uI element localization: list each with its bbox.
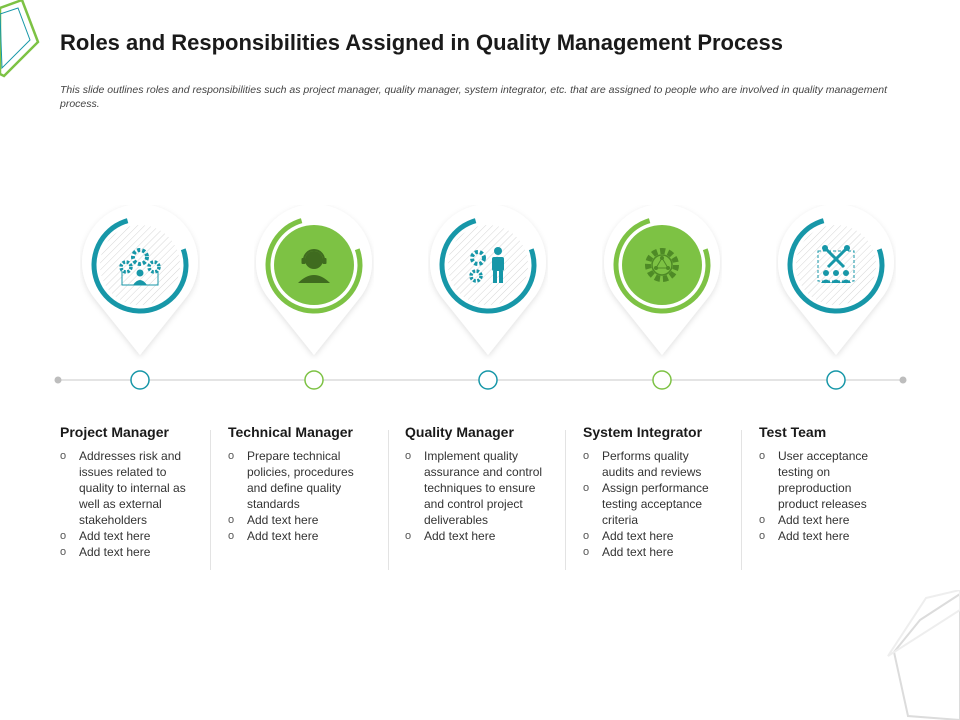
role-title: Quality Manager (405, 424, 514, 440)
column-divider (210, 430, 211, 570)
list-item: o Add text here (60, 545, 151, 559)
list-item: o Add text here (759, 529, 850, 543)
role-column-project-manager: Project Manager o Addresses risk and issu… (60, 424, 220, 560)
role-pin-1 (80, 205, 200, 360)
timeline-end-dot-right (899, 376, 907, 384)
list-item: o Performs quality audits and reviews (583, 449, 702, 479)
timeline-marker-2 (304, 370, 324, 390)
list-item: o Add text here (583, 545, 674, 559)
role-column-system-integrator: System Integrator o Performs quality audi… (583, 424, 743, 560)
role-title: Test Team (759, 424, 827, 440)
list-item: o User acceptance testing on preproductio… (759, 449, 869, 511)
role-title: Project Manager (60, 424, 169, 440)
role-pin-4 (602, 205, 722, 360)
timeline-marker-5 (826, 370, 846, 390)
tools-team-icon (817, 245, 855, 283)
role-column-quality-manager: Quality Manager o Implement quality assur… (405, 424, 565, 544)
timeline-marker-1 (130, 370, 150, 390)
role-pin-5 (776, 205, 896, 360)
corner-decoration-top-left (0, 0, 40, 78)
role-bullets: o Addresses risk and issues related to qu… (60, 448, 188, 560)
network-gear-icon (645, 248, 679, 282)
gears-person-icon (469, 247, 504, 283)
role-pin-2 (254, 205, 374, 360)
role-column-technical-manager: Technical Manager o Prepare technical pol… (228, 424, 388, 544)
timeline-marker-3 (478, 370, 498, 390)
role-bullets: o Performs quality audits and reviews o As… (583, 448, 723, 560)
timeline-marker-4 (652, 370, 672, 390)
corner-decoration-bottom-right (887, 590, 960, 720)
headset-person-icon (298, 249, 330, 283)
page-subtitle: This slide outlines roles and responsibi… (60, 84, 888, 110)
role-bullets: o User acceptance testing on preproductio… (759, 448, 889, 544)
list-item: o Add text here (759, 513, 850, 527)
list-item: o Add text here (583, 529, 674, 543)
team-gears-icon (119, 248, 161, 286)
role-title: System Integrator (583, 424, 703, 440)
list-item: o Add text here (60, 529, 151, 543)
list-item: o Add text here (228, 513, 319, 527)
role-title: Technical Manager (228, 424, 354, 440)
list-item: o Add text here (228, 529, 319, 543)
role-column-test-team: Test Team o User acceptance testing on pr… (759, 424, 919, 544)
page-title: Roles and Responsibilities Assigned in Q… (60, 30, 783, 55)
list-item: o Add text here (405, 529, 496, 543)
role-pin-3 (428, 205, 548, 360)
role-bullets: o Implement quality assurance and control… (405, 448, 545, 544)
list-item: o Implement quality assurance and control… (405, 449, 543, 527)
column-divider (388, 430, 389, 570)
column-divider (565, 430, 566, 570)
list-item: o Assign performance testing acceptance c… (583, 481, 709, 527)
list-item: o Prepare technical policies, procedures … (228, 449, 354, 511)
timeline-end-dot-left (54, 376, 62, 384)
role-bullets: o Prepare technical policies, procedures … (228, 448, 368, 544)
column-divider (741, 430, 742, 570)
list-item: o Addresses risk and issues related to qu… (60, 449, 186, 527)
